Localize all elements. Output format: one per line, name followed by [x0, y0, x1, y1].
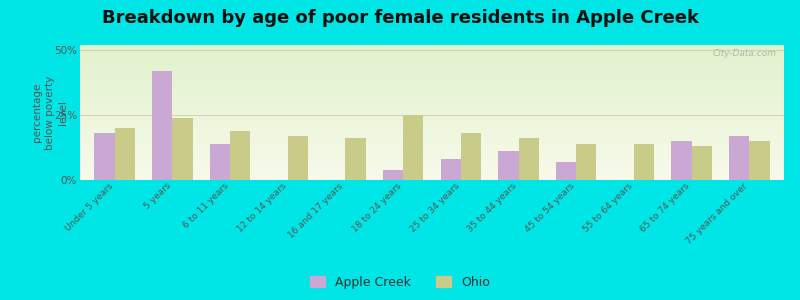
- Bar: [692, 146, 712, 180]
- Bar: [556, 162, 576, 180]
- Bar: [346, 139, 366, 180]
- Bar: [210, 144, 230, 180]
- Legend: Apple Creek, Ohio: Apple Creek, Ohio: [305, 271, 495, 294]
- Bar: [230, 131, 250, 180]
- Bar: [114, 128, 135, 180]
- Bar: [750, 141, 770, 180]
- Bar: [94, 133, 114, 180]
- Bar: [461, 133, 481, 180]
- Bar: [634, 144, 654, 180]
- Bar: [576, 144, 597, 180]
- Bar: [403, 115, 423, 180]
- Y-axis label: percentage
below poverty
level: percentage below poverty level: [32, 75, 68, 150]
- Bar: [518, 139, 538, 180]
- Bar: [383, 169, 403, 180]
- Bar: [498, 152, 518, 180]
- Bar: [172, 118, 193, 180]
- Bar: [729, 136, 750, 180]
- Bar: [288, 136, 308, 180]
- Text: City-Data.com: City-Data.com: [713, 49, 777, 58]
- Bar: [671, 141, 692, 180]
- Bar: [441, 159, 461, 180]
- Bar: [152, 71, 172, 180]
- Text: Breakdown by age of poor female residents in Apple Creek: Breakdown by age of poor female resident…: [102, 9, 698, 27]
